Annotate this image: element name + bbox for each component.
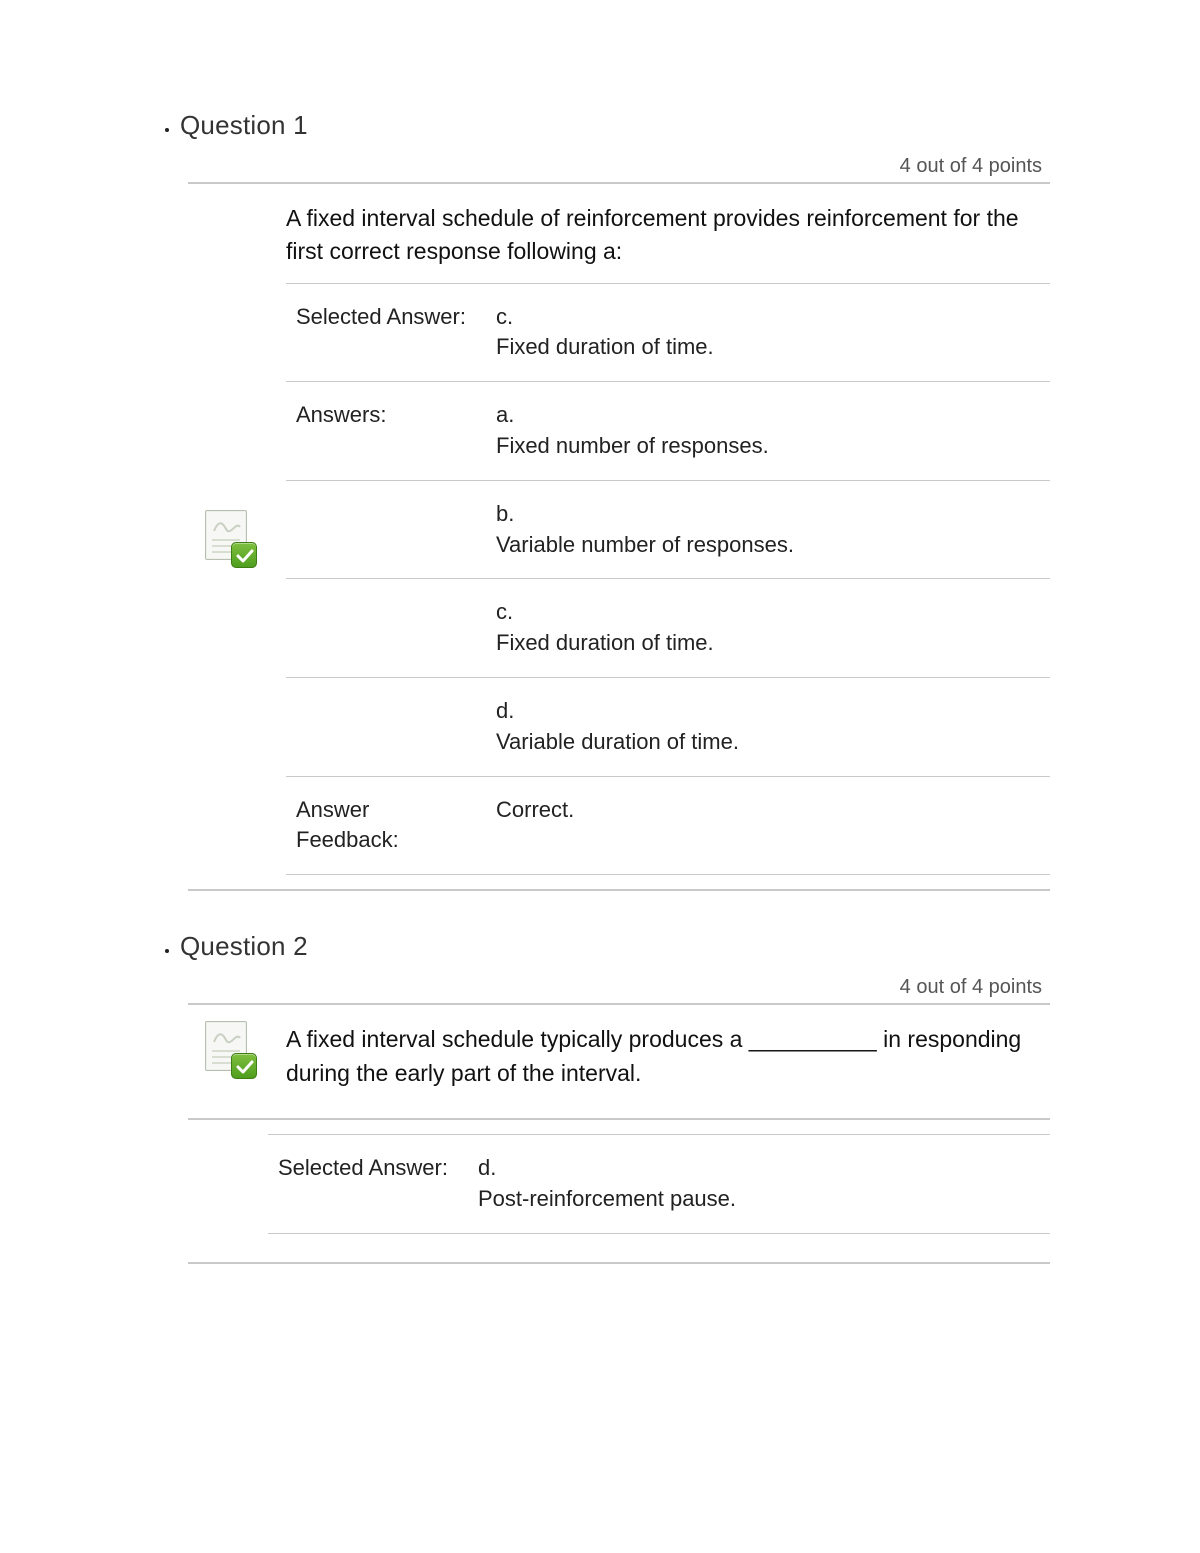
feedback-label: Answer Feedback: bbox=[286, 776, 486, 875]
answer-option: d. Variable duration of time. bbox=[486, 678, 1050, 777]
answer-table: Selected Answer: d. Post-reinforcement p… bbox=[268, 1134, 1050, 1234]
question-item-2: Question 2 4 out of 4 points bbox=[180, 931, 1050, 1263]
selected-answer-value: d. Post-reinforcement pause. bbox=[468, 1134, 1050, 1233]
divider bbox=[188, 182, 1050, 184]
answer-table: Selected Answer: c. Fixed duration of ti… bbox=[286, 283, 1050, 876]
answer-text: Fixed duration of time. bbox=[496, 630, 714, 655]
correct-grade-icon bbox=[201, 1019, 255, 1077]
checkmark-icon bbox=[231, 542, 257, 568]
divider bbox=[188, 1262, 1050, 1264]
divider bbox=[188, 889, 1050, 891]
selected-answer-label: Selected Answer: bbox=[286, 283, 486, 382]
correct-grade-icon bbox=[201, 508, 255, 566]
answer-text: Fixed number of responses. bbox=[496, 433, 769, 458]
grade-icon-column bbox=[188, 1019, 268, 1077]
question-body: A fixed interval schedule typically prod… bbox=[188, 1019, 1050, 1104]
answer-text: Post-reinforcement pause. bbox=[478, 1186, 736, 1211]
question-prompt: A fixed interval schedule typically prod… bbox=[286, 1023, 1050, 1090]
question-block: 4 out of 4 points bbox=[188, 151, 1050, 891]
answer-option: c. Fixed duration of time. bbox=[486, 579, 1050, 678]
answer-letter: c. bbox=[496, 304, 513, 329]
question-list: Question 1 4 out of 4 points bbox=[150, 110, 1050, 1264]
points-earned: 4 out of 4 points bbox=[188, 972, 1050, 1003]
divider bbox=[188, 1003, 1050, 1005]
selected-answer-row: Selected Answer: c. Fixed duration of ti… bbox=[286, 283, 1050, 382]
grade-icon-column bbox=[188, 508, 268, 566]
answer-letter: b. bbox=[496, 501, 514, 526]
answer-option: a. Fixed number of responses. bbox=[486, 382, 1050, 481]
answer-option: b. Variable number of responses. bbox=[486, 480, 1050, 579]
selected-answer-label: Selected Answer: bbox=[268, 1134, 468, 1233]
divider bbox=[188, 1118, 1050, 1120]
feedback-row: Answer Feedback: Correct. bbox=[286, 776, 1050, 875]
question-title: Question 1 bbox=[180, 110, 1050, 141]
selected-answer-value: c. Fixed duration of time. bbox=[486, 283, 1050, 382]
question-block: 4 out of 4 points bbox=[188, 972, 1050, 1263]
answer-option-row: b. Variable number of responses. bbox=[286, 480, 1050, 579]
answer-text: Variable duration of time. bbox=[496, 729, 739, 754]
answer-option-row: Answers: a. Fixed number of responses. bbox=[286, 382, 1050, 481]
question-body: A fixed interval schedule of reinforceme… bbox=[188, 198, 1050, 875]
selected-answer-row: Selected Answer: d. Post-reinforcement p… bbox=[268, 1134, 1050, 1233]
answer-section: Selected Answer: d. Post-reinforcement p… bbox=[268, 1134, 1050, 1234]
points-earned: 4 out of 4 points bbox=[188, 151, 1050, 182]
answer-letter: d. bbox=[478, 1155, 496, 1180]
checkmark-icon bbox=[231, 1053, 257, 1079]
feedback-text: Correct. bbox=[486, 776, 1050, 875]
answer-option-row: d. Variable duration of time. bbox=[286, 678, 1050, 777]
quiz-review-page: Question 1 4 out of 4 points bbox=[0, 0, 1200, 1553]
answer-letter: a. bbox=[496, 402, 514, 427]
question-title: Question 2 bbox=[180, 931, 1050, 962]
question-content: A fixed interval schedule of reinforceme… bbox=[286, 198, 1050, 875]
answer-text: Fixed duration of time. bbox=[496, 334, 714, 359]
answers-label: Answers: bbox=[286, 382, 486, 481]
answer-text: Variable number of responses. bbox=[496, 532, 794, 557]
question-item-1: Question 1 4 out of 4 points bbox=[180, 110, 1050, 891]
answer-letter: c. bbox=[496, 599, 513, 624]
question-prompt: A fixed interval schedule of reinforceme… bbox=[286, 202, 1050, 269]
answer-letter: d. bbox=[496, 698, 514, 723]
question-content: A fixed interval schedule typically prod… bbox=[286, 1019, 1050, 1104]
answer-option-row: c. Fixed duration of time. bbox=[286, 579, 1050, 678]
